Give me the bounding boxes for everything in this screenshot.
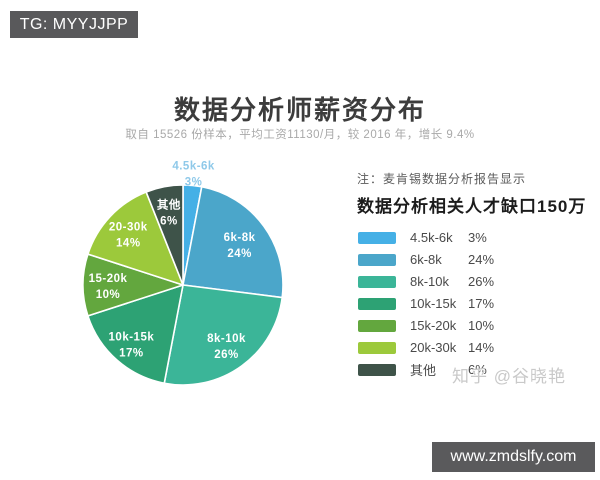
pie-label-6k-8k: 6k-8k 24% — [224, 232, 256, 260]
pie-label-8k-10k: 8k-10k 26% — [207, 333, 246, 361]
pie-chart: 4.5k-6k 3% 6k-8k 24% 8k-10k 26% 10k-15k 17% 15-2… — [82, 161, 284, 386]
legend-label: 10k-15k — [410, 296, 457, 311]
legend-percent: 26% — [468, 274, 495, 289]
legend-swatch — [358, 363, 396, 376]
top-left-banner: TG: MYYJJPP — [10, 11, 138, 38]
bottom-right-banner: www.zmdslfy.com — [432, 442, 595, 472]
pie-label-20k-30k: 20-30k 14% — [109, 222, 148, 250]
legend-label: 6k-8k — [410, 252, 442, 267]
legend-swatch — [358, 341, 396, 354]
pie-slice-其他 — [145, 184, 184, 286]
pie-chart-area: 4.5k-6k 3% 6k-8k 24% 8k-10k 26% 10k-15k 17% 15-2… — [60, 148, 310, 393]
page-title: 数据分析师薪资分布 — [173, 95, 426, 125]
legend-swatch — [358, 319, 396, 332]
legend-swatch — [358, 231, 396, 244]
legend-label: 其他 — [410, 363, 437, 378]
pie-label-15k-20k: 15-20k 10% — [89, 273, 128, 301]
note-headline: 数据分析相关人才缺口150万 — [357, 197, 587, 216]
top-left-banner-text: TG: MYYJJPP — [19, 15, 129, 33]
pie-label-4.5k-6k: 4.5k-6k 3% — [172, 161, 215, 189]
legend-swatch — [358, 253, 396, 266]
legend-percent: 14% — [468, 340, 495, 355]
legend-swatch — [358, 297, 396, 310]
watermark: 知乎 @谷晓艳 — [452, 367, 566, 386]
legend-percent: 24% — [468, 252, 495, 267]
legend-row-20k-30k: 20k-30k 14% — [358, 340, 494, 355]
legend-label: 8k-10k — [410, 274, 450, 289]
legend-row-4.5k-6k: 4.5k-6k 3% — [358, 230, 494, 245]
pie-legend: 4.5k-6k 3% 6k-8k 24% 8k-10k 26% 10k-15k 17% 15k-… — [358, 230, 494, 384]
pie-slice-8k-10k — [163, 284, 284, 386]
legend-swatch — [358, 275, 396, 288]
note-block: 注：麦肯锡数据分析报告显示 数据分析相关人才缺口150万 — [357, 170, 586, 217]
pie-slice-10k-15k — [87, 284, 184, 385]
legend-percent: 10% — [468, 318, 495, 333]
legend-row-10k-15k: 10k-15k 17% — [358, 296, 494, 311]
bottom-right-banner-text: www.zmdslfy.com — [450, 448, 577, 465]
legend-row-6k-8k: 6k-8k 24% — [358, 252, 494, 267]
legend-label: 20k-30k — [410, 340, 457, 355]
legend-row-8k-10k: 8k-10k 26% — [358, 274, 494, 289]
page-subtitle: 取自 15526 份样本，平均工资11130/月，较 2016 年，增长 9.4… — [125, 129, 475, 141]
legend-label: 15k-20k — [410, 318, 457, 333]
pie-label-其他: 其他 6% — [157, 197, 181, 227]
legend-percent: 3% — [468, 230, 487, 245]
legend-percent: 6% — [468, 362, 487, 377]
pie-slice-20k-30k — [87, 191, 184, 286]
note-source: 注：麦肯锡数据分析报告显示 — [357, 172, 527, 186]
pie-slice-6k-8k — [182, 185, 284, 299]
pie-label-10k-15k: 10k-15k 17% — [109, 332, 155, 360]
legend-percent: 17% — [468, 296, 495, 311]
legend-label: 4.5k-6k — [410, 230, 453, 245]
legend-row-其他: 其他 6% — [358, 362, 494, 378]
legend-row-15k-20k: 15k-20k 10% — [358, 318, 494, 333]
